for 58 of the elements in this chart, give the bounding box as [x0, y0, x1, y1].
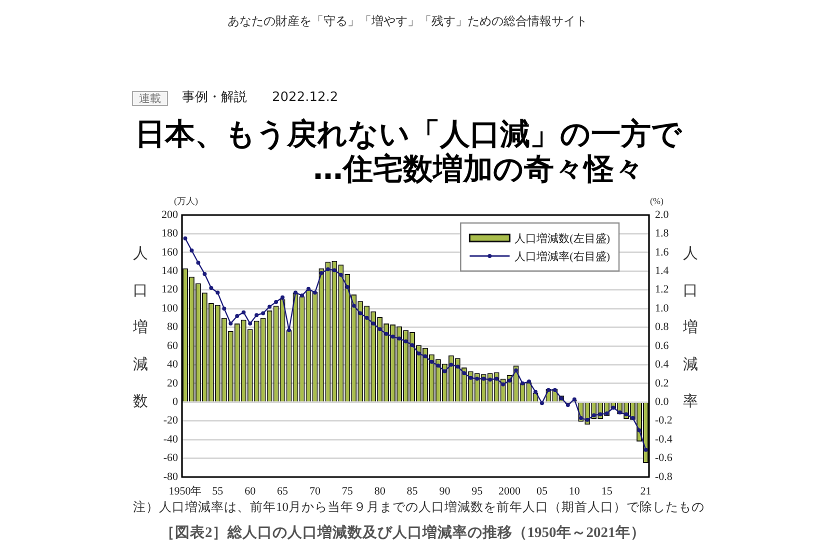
legend-label: 人口増減率(右目盛) [514, 250, 610, 263]
y2-tick-label: 2.0 [655, 208, 670, 221]
y2-tick-label: -0.2 [655, 414, 672, 427]
y-tick-label: 120 [162, 284, 178, 296]
x-tick-label: 55 [212, 485, 224, 498]
y-tick-label: -40 [163, 433, 178, 446]
text: ［図表2］総人口の人口増減数及び人口増減率の推移（1950年～2021年） [160, 525, 646, 542]
x-tick-label: 80 [374, 485, 386, 498]
y2-tick-label: 0.6 [655, 340, 670, 352]
y2-tick-label: -0.6 [655, 452, 673, 464]
y-tick-label: 200 [162, 208, 178, 221]
chart-title: 日本、もう戻れない「人口減」の一方で…住宅数増加の奇々怪々 [135, 117, 682, 187]
x-tick-label: 75 [342, 485, 354, 498]
text: あなたの財産を「守る」「増やす」「残す」ための総合情報サイト [228, 14, 588, 28]
y2-tick-label: 0.0 [655, 396, 670, 408]
y2-tick-label: 1.8 [655, 228, 670, 240]
y2-tick-label: 0.2 [655, 377, 669, 390]
y2-tick-label: 1.2 [655, 284, 669, 296]
x-tick-label: 70 [309, 485, 321, 498]
x-tick-label: 1950年 [168, 485, 202, 498]
y2-tick-label: 1.0 [655, 302, 670, 314]
y2-tick-label: 1.6 [655, 246, 670, 258]
text: 人口増減数 [133, 246, 148, 410]
y-tick-label: 160 [162, 246, 178, 258]
y-tick-label: 0 [172, 396, 178, 408]
text: (万人) [174, 196, 198, 207]
y-tick-label: 40 [167, 358, 178, 371]
y2-tick-label: -0.8 [655, 470, 673, 483]
x-tick-label: 90 [439, 485, 451, 498]
x-tick-label: 05 [536, 485, 548, 498]
y-tick-label: 100 [162, 302, 178, 314]
x-tick-label: 60 [244, 485, 256, 498]
y-tick-label: -20 [163, 414, 178, 427]
text: 連載 [132, 91, 168, 106]
y2-tick-label: 1.4 [655, 265, 670, 278]
x-tick-label: 2000 [498, 485, 522, 498]
y-tick-label: 20 [167, 377, 178, 390]
x-tick-label: 65 [277, 485, 289, 498]
text: 2022.12.2 [272, 90, 338, 106]
x-tick-label: 10 [568, 485, 580, 498]
y-tick-label: 140 [162, 265, 178, 278]
y-tick-label: 180 [162, 228, 178, 240]
y-tick-label: -60 [163, 452, 178, 464]
text: 人口増減率 [683, 246, 698, 410]
y2-tick-label: 0.8 [655, 321, 670, 334]
legend-label: 人口増減数(左目盛) [514, 232, 610, 245]
text: (%) [650, 196, 664, 207]
y-tick-label: 80 [167, 321, 178, 334]
y-tick-label: -80 [163, 470, 178, 483]
x-tick-label: 95 [472, 485, 484, 498]
y-tick-label: 60 [167, 340, 178, 352]
text: 事例・解説 [182, 90, 247, 106]
x-tick-label: 85 [406, 485, 418, 498]
y2-tick-label: 0.4 [655, 358, 670, 371]
y2-tick-label: -0.4 [655, 433, 673, 446]
x-tick-label: 15 [601, 485, 613, 498]
text: 注）人口増減率は、前年10月から当年９月までの人口増減数を前年人口（期首人口）で除したもの [133, 500, 704, 515]
x-tick-label: 21 [640, 485, 652, 498]
